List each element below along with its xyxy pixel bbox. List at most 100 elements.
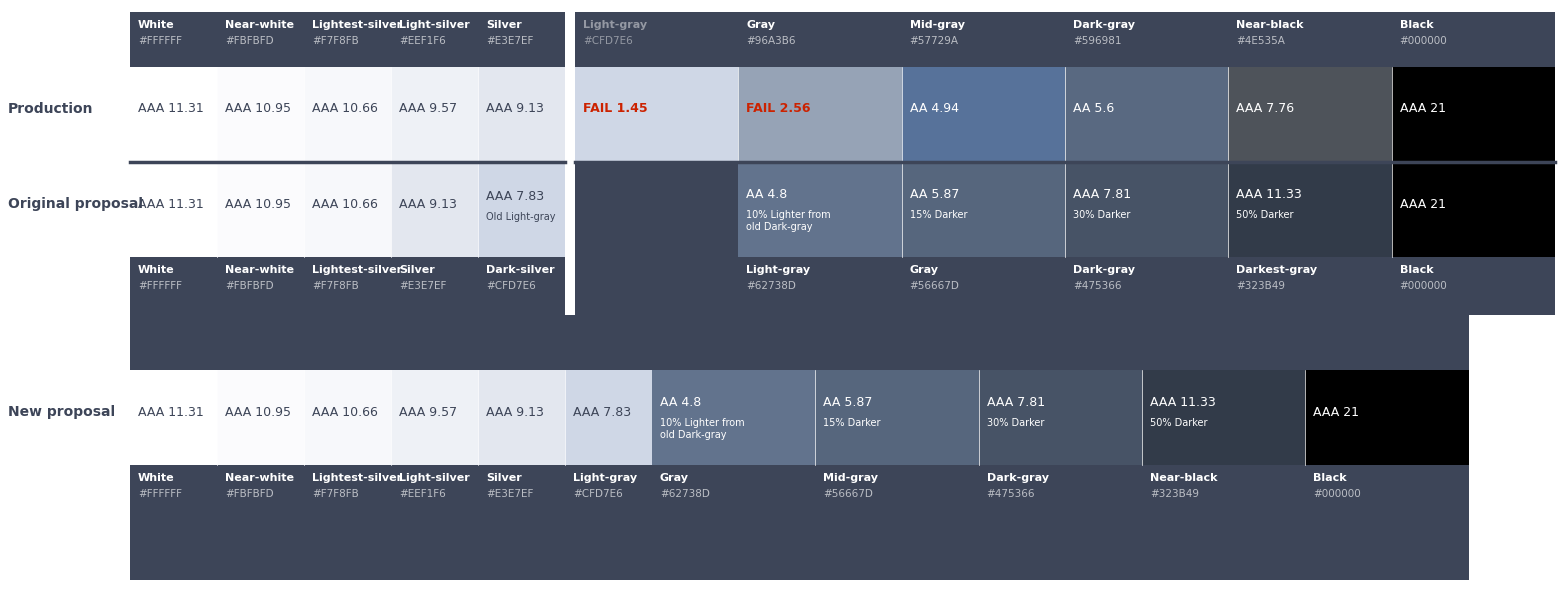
Bar <box>304 162 392 257</box>
Bar <box>1306 370 1469 465</box>
Bar <box>565 370 651 465</box>
Text: #E3E7EF: #E3E7EF <box>485 489 534 499</box>
Text: #F7F8FB: #F7F8FB <box>312 281 359 291</box>
Text: #000000: #000000 <box>1400 281 1447 291</box>
Text: AAA 10.95: AAA 10.95 <box>226 103 291 115</box>
Bar <box>1142 370 1306 465</box>
Text: Light-gray: Light-gray <box>583 20 647 30</box>
Text: AA 5.87: AA 5.87 <box>910 188 958 201</box>
Text: Gray: Gray <box>910 265 938 275</box>
Text: AA 5.6: AA 5.6 <box>1073 103 1115 115</box>
Bar <box>575 257 1555 315</box>
Bar <box>130 257 565 315</box>
Bar <box>392 162 478 257</box>
Text: Near-white: Near-white <box>226 265 294 275</box>
Text: Production: Production <box>8 102 94 116</box>
Text: AA 4.94: AA 4.94 <box>910 103 958 115</box>
Text: #F7F8FB: #F7F8FB <box>312 36 359 46</box>
Text: AAA 9.13: AAA 9.13 <box>399 197 457 210</box>
Bar <box>738 162 902 257</box>
Text: Gray: Gray <box>747 20 775 30</box>
Bar <box>130 162 218 257</box>
Text: AAA 7.76: AAA 7.76 <box>1236 103 1295 115</box>
Text: AAA 7.81: AAA 7.81 <box>987 397 1045 409</box>
Text: Dark-gray: Dark-gray <box>987 473 1049 483</box>
Bar <box>218 162 304 257</box>
Bar <box>1392 67 1555 162</box>
Text: #323B49: #323B49 <box>1236 281 1286 291</box>
Text: White: White <box>138 20 175 30</box>
Text: AAA 21: AAA 21 <box>1314 406 1359 419</box>
Bar <box>1228 162 1392 257</box>
Text: #FBFBFD: #FBFBFD <box>226 36 274 46</box>
Bar <box>304 67 392 162</box>
Text: AAA 11.31: AAA 11.31 <box>138 406 204 419</box>
Bar <box>575 67 738 162</box>
Bar <box>130 67 218 162</box>
Text: AAA 11.33: AAA 11.33 <box>1236 188 1301 201</box>
Text: #EEF1F6: #EEF1F6 <box>399 36 446 46</box>
Text: #57729A: #57729A <box>910 36 958 46</box>
Text: #56667D: #56667D <box>824 489 874 499</box>
Text: 10% Lighter from: 10% Lighter from <box>747 210 832 220</box>
Text: AAA 11.31: AAA 11.31 <box>138 197 204 210</box>
Text: AAA 7.83: AAA 7.83 <box>485 191 543 204</box>
Text: AAA 10.66: AAA 10.66 <box>312 197 377 210</box>
Text: White: White <box>138 473 175 483</box>
Bar <box>478 370 565 465</box>
Text: Black: Black <box>1314 473 1347 483</box>
Text: Near-white: Near-white <box>226 473 294 483</box>
Text: 50% Darker: 50% Darker <box>1149 418 1207 428</box>
Text: Dark-gray: Dark-gray <box>1073 20 1135 30</box>
Text: Old Light-gray: Old Light-gray <box>485 212 556 222</box>
Text: AAA 10.66: AAA 10.66 <box>312 406 377 419</box>
Text: #96A3B6: #96A3B6 <box>747 36 796 46</box>
Text: Mid-gray: Mid-gray <box>910 20 965 30</box>
Bar <box>816 370 979 465</box>
Text: AAA 21: AAA 21 <box>1400 197 1445 210</box>
Text: Black: Black <box>1400 265 1433 275</box>
Text: AAA 9.13: AAA 9.13 <box>485 103 543 115</box>
Text: #62738D: #62738D <box>659 489 709 499</box>
Text: Mid-gray: Mid-gray <box>824 473 879 483</box>
Text: Darkest-gray: Darkest-gray <box>1236 265 1317 275</box>
Bar <box>392 370 478 465</box>
Text: #475366: #475366 <box>1073 281 1121 291</box>
Text: Light-silver: Light-silver <box>399 473 470 483</box>
Text: Light-silver: Light-silver <box>399 20 470 30</box>
Text: 15% Darker: 15% Darker <box>910 210 968 220</box>
Text: AAA 10.66: AAA 10.66 <box>312 103 377 115</box>
Bar <box>1065 162 1228 257</box>
Text: White: White <box>138 265 175 275</box>
Text: Original proposal: Original proposal <box>8 197 143 211</box>
Text: 30% Darker: 30% Darker <box>987 418 1045 428</box>
Bar <box>130 12 565 287</box>
Bar <box>738 67 902 162</box>
Text: Light-gray: Light-gray <box>573 473 637 483</box>
Text: AAA 7.83: AAA 7.83 <box>573 406 631 419</box>
Text: #323B49: #323B49 <box>1149 489 1200 499</box>
Bar <box>478 67 565 162</box>
Text: AAA 9.13: AAA 9.13 <box>485 406 543 419</box>
Text: #FBFBFD: #FBFBFD <box>226 281 274 291</box>
Text: Near-black: Near-black <box>1149 473 1217 483</box>
Text: #CFD7E6: #CFD7E6 <box>583 36 633 46</box>
Bar <box>1065 67 1228 162</box>
Bar <box>304 370 392 465</box>
Text: old Dark-gray: old Dark-gray <box>659 430 727 440</box>
Text: Gray: Gray <box>659 473 689 483</box>
Text: AAA 9.57: AAA 9.57 <box>399 103 457 115</box>
Text: 50% Darker: 50% Darker <box>1236 210 1294 220</box>
Text: AA 4.8: AA 4.8 <box>747 188 788 201</box>
Bar <box>1228 67 1392 162</box>
Text: 10% Lighter from: 10% Lighter from <box>659 418 744 428</box>
Text: Lightest-silver: Lightest-silver <box>312 20 402 30</box>
Bar <box>902 67 1065 162</box>
Text: Dark-gray: Dark-gray <box>1073 265 1135 275</box>
Text: #E3E7EF: #E3E7EF <box>485 36 534 46</box>
Text: 30% Darker: 30% Darker <box>1073 210 1131 220</box>
Text: Silver: Silver <box>485 473 521 483</box>
Text: Black: Black <box>1400 20 1433 30</box>
Text: 15% Darker: 15% Darker <box>824 418 880 428</box>
Text: AAA 21: AAA 21 <box>1400 103 1445 115</box>
